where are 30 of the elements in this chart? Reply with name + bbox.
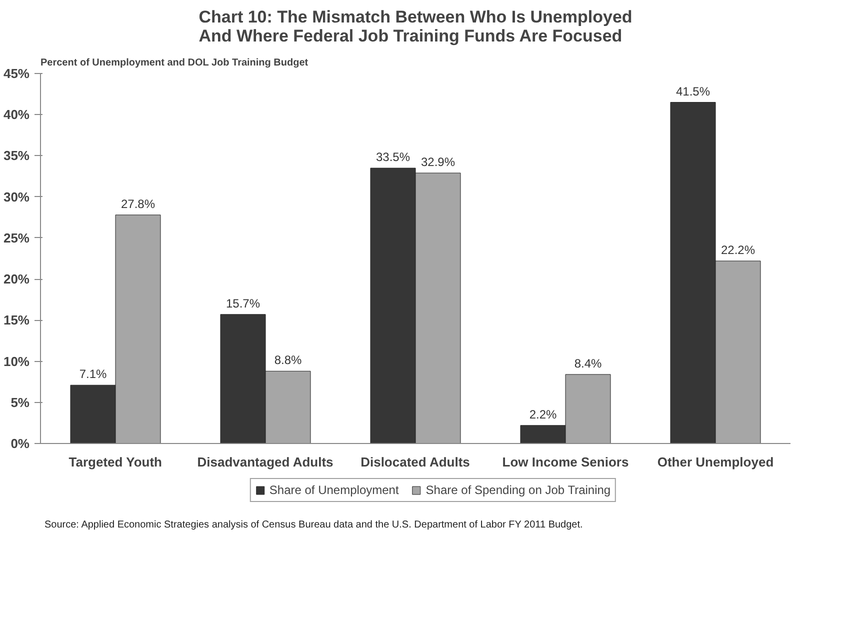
x-tick-label: Other Unemployed bbox=[657, 454, 774, 470]
data-label: 22.2% bbox=[720, 242, 756, 257]
y-tick-label: 20% bbox=[3, 272, 30, 287]
y-tick-label: 25% bbox=[3, 230, 30, 246]
y-tick-label: 35% bbox=[3, 148, 30, 164]
y-tick-label: 5% bbox=[10, 394, 30, 410]
y-tick-label: 0% bbox=[10, 436, 30, 451]
data-label: 33.5% bbox=[376, 150, 410, 164]
y-tick-label: 40% bbox=[3, 107, 30, 122]
y-axis-title: Percent of Unemployment and DOL Job Training Budget bbox=[40, 58, 309, 68]
chart-title: Chart 10: The Mismatch Between Who Is Unemployed And Where Federal Job Training Funds Are Focused bbox=[198, 8, 632, 46]
data-label: 27.8% bbox=[120, 196, 156, 211]
y-tick-label: 45% bbox=[3, 66, 30, 81]
data-label: 7.1% bbox=[79, 367, 108, 382]
y-tick-label: 15% bbox=[3, 312, 30, 328]
x-tick-label: Disadvantaged Adults bbox=[197, 454, 334, 470]
data-label: 2.2% bbox=[529, 407, 558, 422]
legend-label: Share of Spending on Job Training bbox=[426, 483, 611, 497]
y-tick-label: 10% bbox=[3, 354, 30, 369]
data-label: 41.5% bbox=[676, 84, 710, 98]
legend-label: Share of Unemployment bbox=[269, 483, 399, 497]
data-label: 8.8% bbox=[274, 353, 302, 368]
y-tick-label: 30% bbox=[3, 189, 30, 204]
x-tick-label: Low Income Seniors bbox=[502, 454, 629, 470]
data-label: 8.4% bbox=[574, 356, 602, 370]
data-label: 15.7% bbox=[226, 296, 260, 310]
source-note: Source: Applied Economic Strategies analysis of Census Bureau data and the U.S. Department of Labor FY 2011 Budget. bbox=[44, 520, 583, 530]
data-label: 32.9% bbox=[420, 154, 456, 169]
x-tick-label: Dislocated Adults bbox=[360, 454, 470, 470]
x-tick-label: Targeted Youth bbox=[68, 454, 162, 470]
